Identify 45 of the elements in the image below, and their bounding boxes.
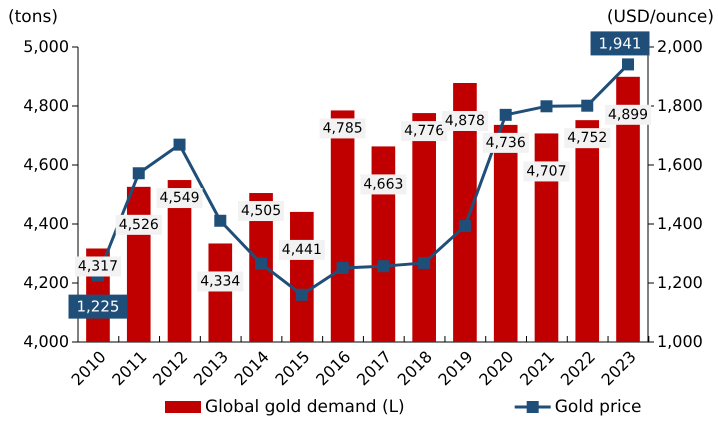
- data-label: 4,878: [444, 112, 485, 129]
- point: [540, 100, 552, 112]
- point: [214, 214, 226, 227]
- legend-label: Gold price: [554, 397, 642, 417]
- data-label: 4,707: [526, 163, 567, 180]
- data-label: 4,505: [241, 203, 282, 220]
- point: [622, 58, 634, 70]
- y-axis-title: (tons): [8, 7, 58, 27]
- data-label: 4,441: [282, 242, 322, 258]
- data-label: 4,752: [567, 130, 608, 146]
- data-label: 4,549: [159, 190, 200, 206]
- point: [581, 100, 594, 112]
- point: [377, 260, 390, 272]
- data-label: 1,225: [76, 298, 120, 316]
- y-tick-label: 4,600: [23, 155, 69, 174]
- point: [418, 256, 430, 269]
- point: [500, 108, 512, 121]
- point: [458, 220, 471, 232]
- point: [336, 262, 349, 274]
- point: [296, 288, 308, 301]
- y2-tick-label: 1,000: [657, 332, 703, 352]
- y2-axis-title: (USD/ounce): [606, 7, 714, 27]
- y-tick-label: 4,400: [23, 214, 69, 234]
- data-label: 4,334: [200, 273, 240, 290]
- y2-tick-label: 1,200: [657, 273, 703, 292]
- data-label: 4,317: [78, 258, 118, 274]
- y-tick-label: 4,000: [23, 332, 69, 352]
- data-label: 4,663: [363, 176, 404, 192]
- point: [174, 138, 186, 151]
- y-tick-label: 5,000: [23, 37, 69, 56]
- legend-label: Global gold demand (L): [205, 397, 405, 417]
- data-label: 4,776: [404, 123, 444, 140]
- data-label: 4,899: [608, 106, 648, 123]
- y2-tick-label: 2,000: [657, 37, 703, 56]
- data-label: 4,736: [486, 134, 526, 151]
- y2-tick-label: 1,600: [657, 155, 703, 174]
- data-label: 4,526: [118, 216, 159, 233]
- data-label: 4,785: [322, 120, 363, 136]
- point: [132, 167, 145, 180]
- y2-tick-label: 1,400: [657, 214, 703, 234]
- y-tick-label: 4,200: [23, 273, 69, 292]
- data-label: 1,941: [598, 34, 642, 52]
- point: [255, 258, 268, 270]
- y2-tick-label: 1,800: [657, 96, 703, 116]
- y-tick-label: 4,800: [23, 96, 69, 116]
